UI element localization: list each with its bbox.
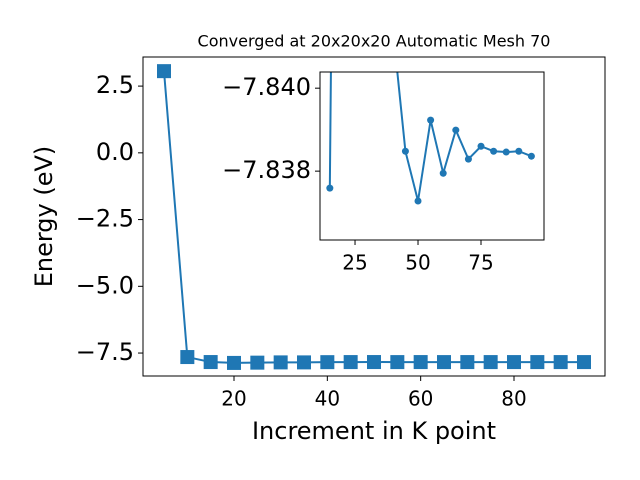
marker xyxy=(157,64,171,79)
marker xyxy=(389,25,396,32)
plot-area xyxy=(320,72,544,240)
series xyxy=(326,25,535,205)
marker xyxy=(273,355,288,370)
marker xyxy=(401,147,409,155)
marker xyxy=(437,355,451,370)
marker xyxy=(427,116,435,124)
series xyxy=(157,64,591,370)
marker xyxy=(460,355,475,370)
marker xyxy=(180,350,195,365)
axes: 25 50 75 −7.840 −7.838 xyxy=(222,25,545,275)
marker xyxy=(390,355,405,370)
x-tick-label: 20 xyxy=(221,387,246,411)
marker xyxy=(227,355,241,370)
x-tick-label: 80 xyxy=(501,387,526,411)
y-axis-label: Energy (eV) xyxy=(30,146,58,288)
x-tick-label: 50 xyxy=(405,251,430,275)
marker xyxy=(483,355,498,370)
marker xyxy=(250,355,265,370)
chart-title: Converged at 20x20x20 Automatic Mesh 70 xyxy=(198,32,551,51)
marker xyxy=(414,197,422,205)
marker xyxy=(507,355,521,370)
marker xyxy=(490,147,498,155)
marker xyxy=(367,355,381,370)
marker xyxy=(452,126,460,134)
x-tick-label: 40 xyxy=(315,387,340,411)
marker xyxy=(527,152,535,160)
y-tick-label: −5.0 xyxy=(76,271,134,299)
marker xyxy=(320,355,335,370)
marker xyxy=(343,355,358,370)
marker xyxy=(553,355,568,370)
marker xyxy=(464,155,472,163)
x-tick-label: 25 xyxy=(342,251,367,275)
axes-frame xyxy=(142,56,606,377)
axes-frame xyxy=(319,71,545,241)
marker xyxy=(530,355,545,370)
marker xyxy=(203,355,218,370)
y-tick-label: 0.0 xyxy=(96,138,134,166)
y-tick-label: 2.5 xyxy=(96,71,134,99)
marker xyxy=(515,147,523,155)
marker xyxy=(502,148,510,156)
y-tick-label: −7.838 xyxy=(222,156,311,184)
marker xyxy=(326,184,334,192)
y-tick-label: −2.5 xyxy=(76,205,134,233)
marker xyxy=(439,169,447,177)
y-tick-label: −7.5 xyxy=(76,338,134,366)
y-tick-label: −7.840 xyxy=(222,73,311,101)
marker xyxy=(413,355,428,370)
x-axis-label: Increment in K point xyxy=(252,417,496,445)
x-tick-label: 60 xyxy=(408,387,433,411)
marker xyxy=(297,355,311,370)
marker xyxy=(577,355,591,370)
marker xyxy=(477,142,485,150)
x-tick-label: 75 xyxy=(468,251,493,275)
